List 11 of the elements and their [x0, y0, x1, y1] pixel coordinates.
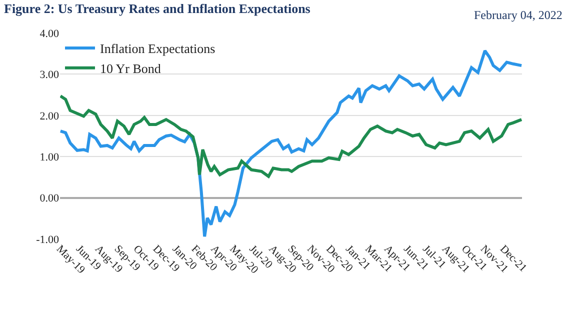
- legend-label: 10 Yr Bond: [100, 60, 162, 76]
- chart-title: Figure 2: Us Treasury Rates and Inflation Expectations: [4, 1, 310, 16]
- y-tick-label: 2.00: [40, 110, 60, 122]
- y-tick-label: 3.00: [40, 69, 60, 82]
- y-tick-label: 1.00: [40, 151, 60, 164]
- line-series: [60, 94, 522, 178]
- text: February 04, 2022: [474, 8, 562, 22]
- legend-label: Inflation Expectations: [100, 41, 216, 56]
- y-tick-label: -1.00: [36, 234, 60, 246]
- y-tick-label: 0.00: [40, 192, 60, 205]
- y-tick-label: 4.00: [40, 28, 60, 40]
